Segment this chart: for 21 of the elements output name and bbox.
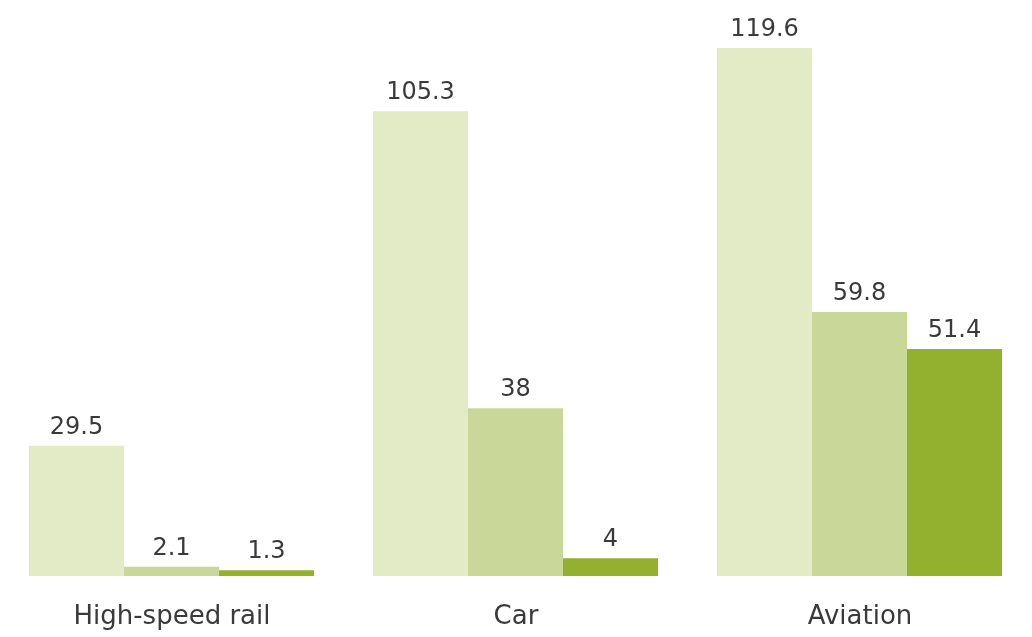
data-label: 119.6 [730,14,799,42]
data-label: 51.4 [927,315,982,344]
bar [29,445,124,576]
data-label: 4 [602,524,619,553]
bar [717,48,812,576]
data-label: 105.3 [386,77,455,106]
data-label: 2.1 [152,532,191,561]
bar [373,111,468,576]
bar [907,349,1002,576]
data-label: 59.8 [832,278,887,306]
x-tick-label: Car [493,600,539,631]
bar [219,570,314,576]
data-label: 29.5 [49,411,104,440]
data-label: 1.3 [247,536,286,565]
bar [124,566,219,576]
bar [812,312,907,576]
bar [563,558,658,576]
x-tick-label: High-speed rail [73,600,271,631]
data-label: 38 [500,374,531,403]
bar [468,408,563,576]
x-tick-label: Aviation [807,600,913,631]
